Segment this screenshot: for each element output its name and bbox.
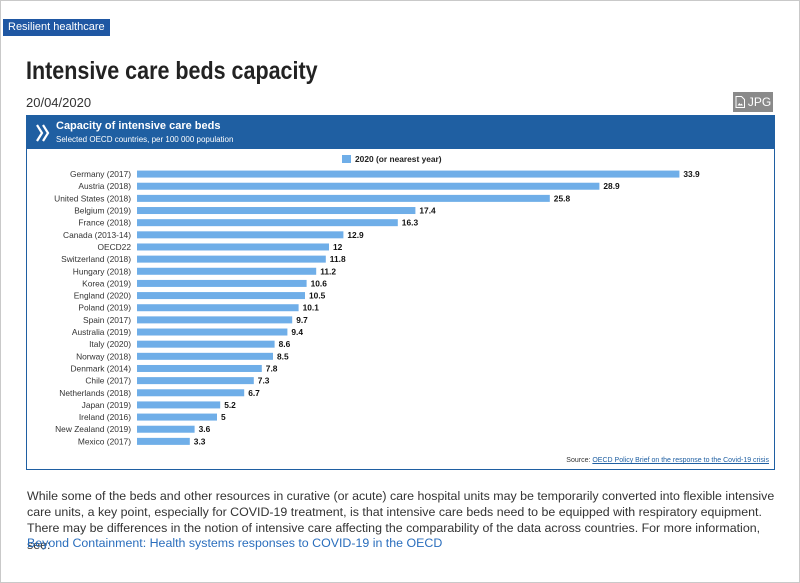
- category-label: Chile (2017): [85, 376, 131, 386]
- bar[interactable]: [137, 304, 299, 312]
- value-label: 28.9: [603, 181, 620, 191]
- category-label: Denmark (2014): [70, 363, 131, 373]
- bar[interactable]: [137, 413, 217, 421]
- section-tag[interactable]: Resilient healthcare: [3, 19, 110, 36]
- category-label: Canada (2013-14): [63, 230, 131, 240]
- category-label: Hungary (2018): [73, 266, 131, 276]
- chart-header: Capacity of intensive care beds Selected…: [27, 116, 774, 149]
- value-label: 17.4: [419, 206, 436, 216]
- value-label: 6.7: [248, 388, 260, 398]
- value-label: 3.6: [199, 424, 211, 434]
- category-label: Mexico (2017): [78, 436, 131, 446]
- bar-chart: 2020 (or nearest year) Germany (2017) 33.…: [54, 154, 700, 446]
- bar[interactable]: [137, 292, 305, 300]
- bar[interactable]: [137, 352, 273, 360]
- bars-group: Germany (2017) 33.9 Austria (2018) 28.9 Unit…: [54, 169, 700, 446]
- bar[interactable]: [137, 389, 245, 397]
- category-label: France (2018): [78, 218, 131, 228]
- value-label: 10.1: [303, 303, 320, 313]
- download-jpg-label: JPG: [747, 95, 772, 109]
- bar[interactable]: [137, 316, 293, 324]
- bar[interactable]: [137, 255, 326, 263]
- bar[interactable]: [137, 243, 329, 251]
- value-label: 12.9: [347, 230, 364, 240]
- bar[interactable]: [137, 279, 307, 287]
- value-label: 8.5: [277, 351, 289, 361]
- category-label: Germany (2017): [70, 169, 131, 179]
- value-label: 33.9: [683, 169, 700, 179]
- bar[interactable]: [137, 219, 398, 227]
- chart-subtitle: Selected OECD countries, per 100 000 pop…: [56, 135, 234, 144]
- bar[interactable]: [137, 328, 288, 336]
- value-label: 5: [221, 412, 226, 422]
- chart-source: Source: OECD Policy Brief on the respons…: [566, 457, 769, 464]
- page-title: Intensive care beds capacity: [26, 57, 318, 85]
- bar[interactable]: [137, 340, 275, 348]
- legend-swatch: [342, 155, 351, 163]
- value-label: 5.2: [224, 400, 236, 410]
- bar[interactable]: [137, 231, 344, 239]
- category-label: Korea (2019): [82, 278, 131, 288]
- chart-title: Capacity of intensive care beds: [56, 120, 221, 132]
- category-label: England (2020): [74, 291, 131, 301]
- description-paragraph: While some of the beds and other resourc…: [27, 489, 775, 552]
- category-label: Austria (2018): [78, 181, 131, 191]
- source-prefix: Source:: [566, 457, 591, 464]
- bar[interactable]: [137, 377, 254, 385]
- category-label: Ireland (2016): [79, 412, 131, 422]
- category-label: New Zealand (2019): [55, 424, 131, 434]
- category-label: Belgium (2019): [74, 206, 131, 216]
- chart-container: Capacity of intensive care beds Selected…: [26, 115, 775, 470]
- value-label: 10.6: [311, 278, 328, 288]
- value-label: 3.3: [194, 436, 206, 446]
- beyond-containment-link[interactable]: Beyond Containment: Health systems respo…: [27, 536, 443, 550]
- category-label: Spain (2017): [83, 315, 131, 325]
- category-label: Norway (2018): [76, 351, 131, 361]
- bar[interactable]: [137, 194, 550, 202]
- value-label: 12: [333, 242, 343, 252]
- category-label: Japan (2019): [82, 400, 132, 410]
- file-image-icon: [735, 96, 745, 108]
- value-label: 9.7: [296, 315, 308, 325]
- download-jpg-button[interactable]: JPG: [733, 92, 773, 112]
- legend-label: 2020 (or nearest year): [355, 154, 442, 164]
- bar[interactable]: [137, 364, 262, 372]
- bar[interactable]: [137, 425, 195, 433]
- category-label: Switzerland (2018): [61, 254, 131, 264]
- value-label: 16.3: [402, 218, 419, 228]
- value-label: 7.8: [266, 363, 278, 373]
- category-label: Poland (2019): [78, 303, 131, 313]
- bar[interactable]: [137, 267, 317, 275]
- value-label: 11.8: [330, 254, 346, 264]
- value-label: 7.3: [258, 376, 270, 386]
- value-label: 9.4: [291, 327, 303, 337]
- category-label: United States (2018): [54, 193, 131, 203]
- bar[interactable]: [137, 437, 190, 445]
- bar[interactable]: [137, 401, 221, 409]
- source-link[interactable]: OECD Policy Brief on the response to the…: [592, 457, 769, 464]
- publish-date: 20/04/2020: [26, 95, 92, 110]
- value-label: 8.6: [279, 339, 291, 349]
- double-chevron-icon: [36, 124, 50, 142]
- category-label: Netherlands (2018): [59, 388, 131, 398]
- value-label: 11.2: [320, 266, 336, 276]
- bar[interactable]: [137, 170, 680, 178]
- category-label: OECD22: [97, 242, 131, 252]
- value-label: 10.5: [309, 291, 326, 301]
- bar[interactable]: [137, 207, 416, 215]
- value-label: 25.8: [554, 193, 571, 203]
- category-label: Italy (2020): [89, 339, 131, 349]
- bar[interactable]: [137, 182, 600, 190]
- category-label: Australia (2019): [72, 327, 131, 337]
